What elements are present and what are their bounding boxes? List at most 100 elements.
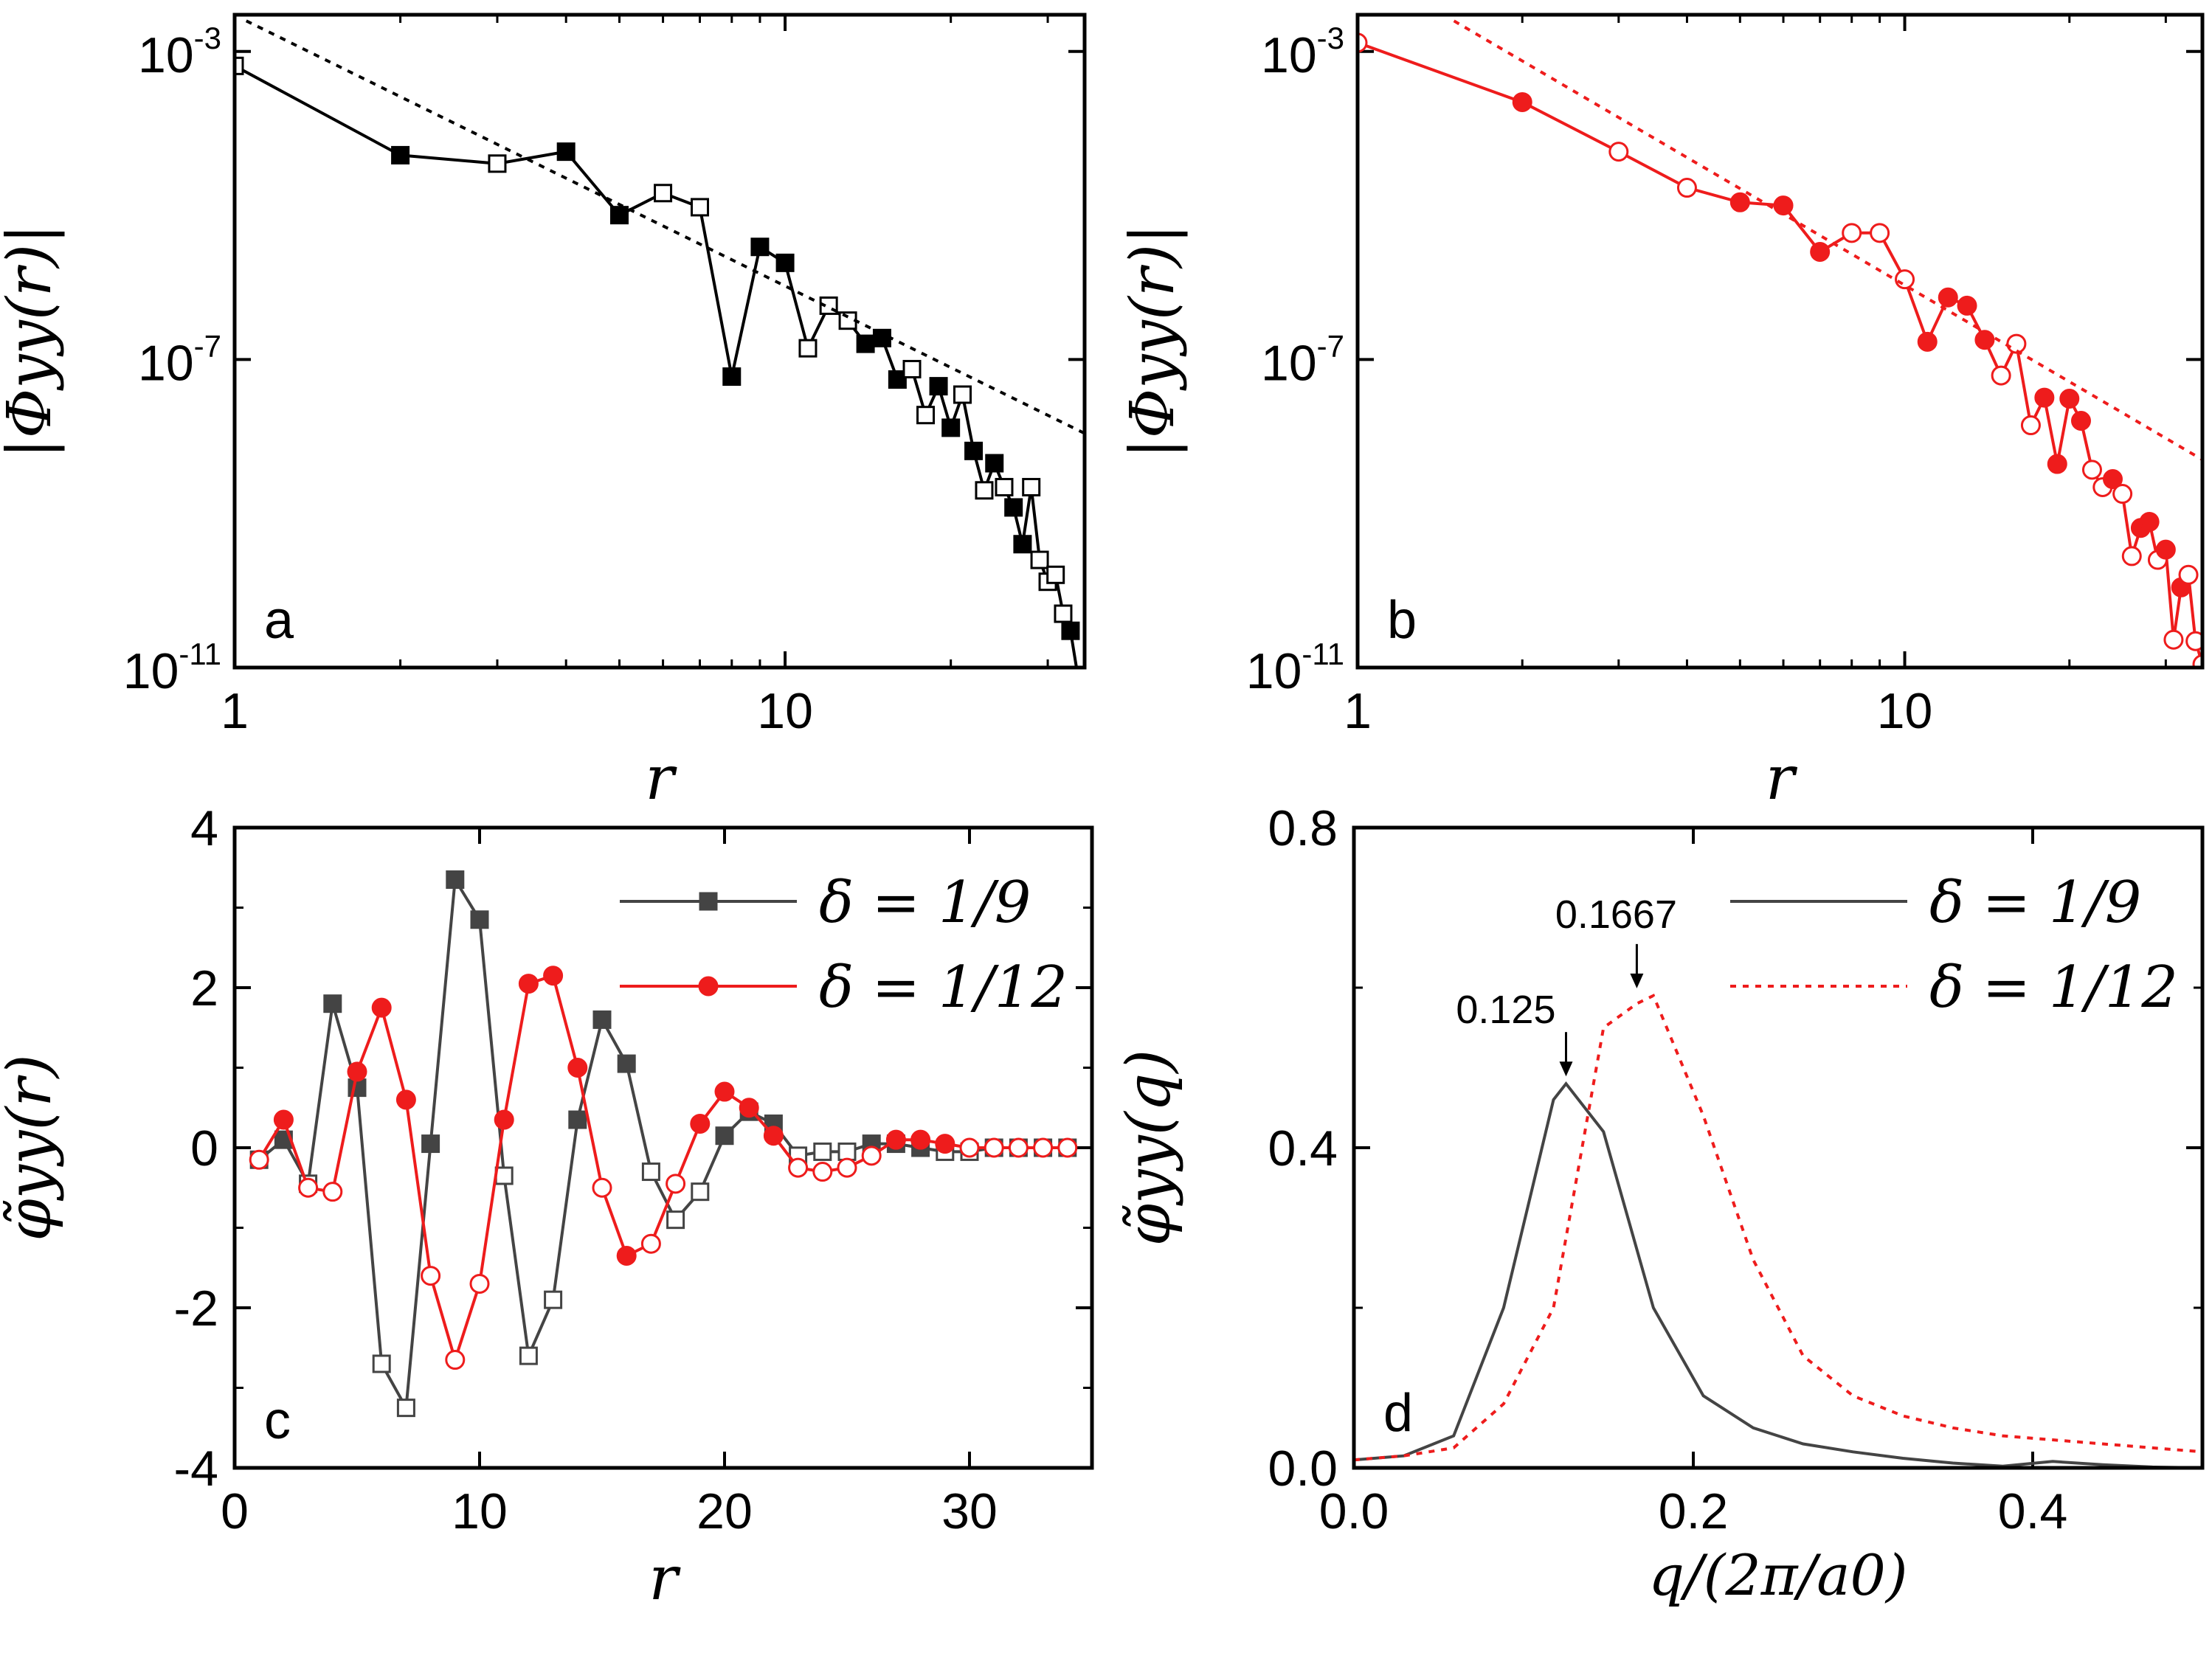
data-point: [654, 184, 673, 203]
data-point: [1957, 295, 1977, 316]
y-axis-label: φ̃yy(r): [0, 1054, 65, 1241]
legend-marker: [699, 892, 718, 911]
data-point: [691, 1182, 710, 1202]
data-point: [396, 1399, 415, 1418]
panel-b: 1 10 10-3 10-7 10-11 b r |Φyy(r)|: [1118, 13, 2205, 814]
data-point: [1033, 1137, 1054, 1158]
data-point: [888, 370, 907, 389]
data-point: [2006, 333, 2027, 354]
data-point: [391, 145, 410, 164]
data-point: [2192, 654, 2202, 668]
data-point: [691, 198, 710, 217]
panel-label: c: [264, 1391, 291, 1450]
plot-area: [1354, 994, 2202, 1468]
data-point: [995, 477, 1014, 496]
data-point: [609, 206, 629, 225]
data-point: [544, 1290, 563, 1309]
data-point: [2139, 511, 2160, 532]
data-point: [347, 1061, 367, 1082]
data-point: [856, 334, 875, 353]
axes-frame: [1355, 13, 2205, 670]
data-point: [941, 418, 961, 437]
axes-frame: [232, 825, 1094, 1470]
data-point: [249, 1149, 269, 1170]
x-tick-label: 0.0: [1319, 1483, 1389, 1539]
data-point: [837, 1157, 857, 1178]
data-point: [959, 1137, 980, 1158]
x-tick-label: 10: [757, 683, 813, 739]
data-point: [543, 966, 564, 986]
panel-label: b: [1387, 591, 1417, 650]
y-tick-label: 10-7: [138, 328, 221, 391]
data-point: [1057, 1137, 1078, 1158]
data-point: [2070, 410, 2091, 431]
legend-label: δ = 1/12: [819, 954, 1068, 1021]
data-point: [750, 238, 770, 257]
y-tick-label: 4: [190, 800, 218, 856]
data-point: [953, 385, 972, 404]
data-point: [902, 359, 922, 378]
annotation-label: 0.125: [1456, 988, 1555, 1032]
y-tick-label: 10-3: [1261, 21, 1344, 83]
legend-marker: [698, 976, 719, 997]
data-point: [2155, 539, 2176, 560]
x-tick-label: 0: [221, 1483, 249, 1539]
data-point: [1895, 269, 1915, 290]
data-point: [1991, 365, 2011, 386]
data-point: [235, 56, 244, 75]
data-point: [798, 339, 818, 358]
legend-label: δ = 1/9: [1929, 870, 2141, 936]
data-point: [592, 1010, 612, 1029]
data-point: [1512, 91, 1532, 112]
data-point: [837, 1142, 857, 1161]
y-tick-label: 10-3: [138, 21, 221, 83]
data-point: [1608, 142, 1629, 162]
data-point: [1004, 498, 1023, 517]
panel-label: a: [264, 591, 294, 650]
data-point: [641, 1162, 660, 1182]
data-point: [2047, 454, 2067, 474]
axes-frame: [1352, 825, 2205, 1470]
data-point: [984, 1137, 1004, 1158]
series-line: [258, 974, 1068, 1365]
data-point: [519, 1346, 538, 1365]
data-point: [323, 994, 342, 1013]
x-tick-label: 1: [221, 683, 249, 739]
data-point: [592, 1177, 612, 1198]
data-point: [788, 1157, 809, 1178]
data-point: [935, 1134, 955, 1154]
data-point: [494, 1166, 514, 1185]
x-axis-label: q/(2π/a0): [1648, 1542, 1907, 1608]
series-line: [1358, 41, 2202, 665]
y-tick-label: -4: [174, 1441, 218, 1497]
data-point: [739, 1098, 759, 1118]
data-point: [775, 253, 795, 272]
data-point: [556, 142, 576, 162]
data-point: [1054, 604, 1073, 623]
data-point: [298, 1177, 319, 1198]
panel-label: d: [1383, 1384, 1413, 1443]
data-point: [2178, 564, 2199, 585]
data-point: [812, 1162, 833, 1182]
series-line: [1354, 994, 2202, 1462]
data-point: [1013, 535, 1032, 554]
x-tick-label: 1: [1344, 683, 1372, 739]
data-point: [715, 1126, 734, 1146]
data-point: [714, 1081, 735, 1102]
data-point: [2112, 484, 2133, 505]
x-axis-label: r: [1766, 744, 1798, 814]
data-point: [929, 377, 948, 396]
y-tick-label: 0.8: [1268, 800, 1338, 856]
x-tick-label: 10: [1877, 683, 1933, 739]
data-point: [763, 1126, 784, 1146]
y-axis-label: φ̃yy(q): [1114, 1050, 1184, 1247]
data-point: [1008, 1137, 1029, 1158]
data-point: [1046, 565, 1065, 584]
data-point: [2121, 546, 2142, 566]
data-point: [494, 1109, 514, 1130]
data-point: [421, 1266, 441, 1286]
data-point: [322, 1182, 343, 1202]
data-point: [488, 154, 507, 173]
data-point: [2020, 415, 2041, 436]
